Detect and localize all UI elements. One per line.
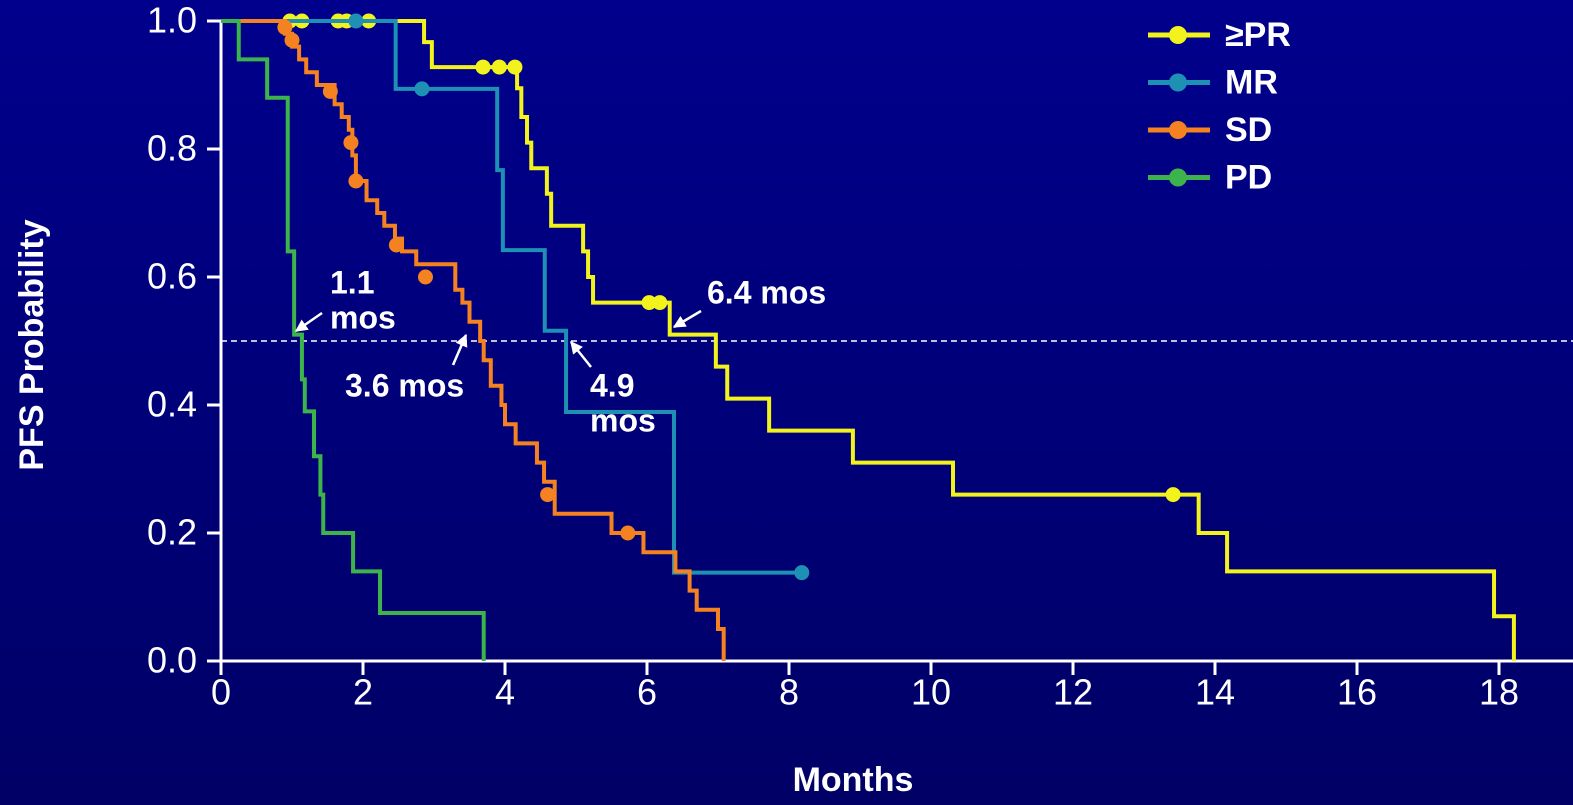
x-tick-label: 18 xyxy=(1479,672,1519,713)
x-tick-label: 10 xyxy=(911,672,951,713)
x-tick-label: 8 xyxy=(779,672,799,713)
censor-mark xyxy=(343,135,359,151)
censor-mark xyxy=(620,525,636,541)
km-curve xyxy=(221,19,802,575)
censor-mark xyxy=(641,295,657,311)
y-tick-label: 0.4 xyxy=(147,384,197,425)
x-tick-label: 16 xyxy=(1337,672,1377,713)
km-curve xyxy=(221,19,1516,661)
annotation: 3.6 mos xyxy=(345,367,464,403)
censor-mark xyxy=(540,487,556,503)
censor-mark xyxy=(277,19,293,35)
annotation-arrow xyxy=(451,333,468,366)
x-axis-label: Months xyxy=(793,761,914,799)
x-tick-label: 6 xyxy=(637,672,657,713)
censor-mark xyxy=(491,59,507,75)
legend-marker xyxy=(1169,73,1187,92)
annotation: mos xyxy=(590,402,656,438)
x-tick-label: 0 xyxy=(211,672,231,713)
censor-mark xyxy=(417,269,433,285)
legend-label: SD xyxy=(1225,111,1272,149)
censor-mark xyxy=(652,295,668,311)
legend-label: ≥PR xyxy=(1225,16,1291,54)
legend-label: MR xyxy=(1225,63,1278,101)
annotation: 6.4 mos xyxy=(707,274,826,310)
x-tick-label: 14 xyxy=(1195,672,1235,713)
annotation-arrow xyxy=(672,309,702,329)
y-tick-label: 1.0 xyxy=(147,0,197,41)
legend-marker xyxy=(1169,121,1187,139)
annotation: mos xyxy=(330,299,396,335)
x-tick-label: 4 xyxy=(495,672,515,713)
censor-mark xyxy=(348,173,364,189)
censor-mark xyxy=(1165,487,1181,503)
legend-marker xyxy=(1169,26,1187,44)
annotation-arrow xyxy=(294,311,323,333)
annotation: 4.9 xyxy=(590,367,634,403)
censor-mark xyxy=(475,59,491,75)
censor-mark xyxy=(284,32,300,48)
legend-label: PD xyxy=(1225,158,1272,196)
censor-mark xyxy=(322,83,338,99)
y-tick-label: 0.0 xyxy=(147,640,197,681)
annotation-arrow xyxy=(570,341,592,368)
legend-marker xyxy=(1169,168,1187,187)
x-tick-label: 12 xyxy=(1053,672,1093,713)
x-tick-label: 2 xyxy=(353,672,373,713)
censor-mark xyxy=(388,237,404,253)
y-tick-label: 0.2 xyxy=(147,512,197,553)
y-axis-label: PFS Probability xyxy=(13,219,51,470)
censor-mark xyxy=(507,59,523,75)
km-curve xyxy=(221,19,486,661)
y-tick-label: 0.8 xyxy=(147,128,197,169)
y-tick-label: 0.6 xyxy=(147,256,197,297)
censor-mark xyxy=(348,13,364,29)
annotation: 1.1 xyxy=(330,264,374,300)
censor-mark xyxy=(414,81,430,97)
censor-mark xyxy=(794,565,810,581)
